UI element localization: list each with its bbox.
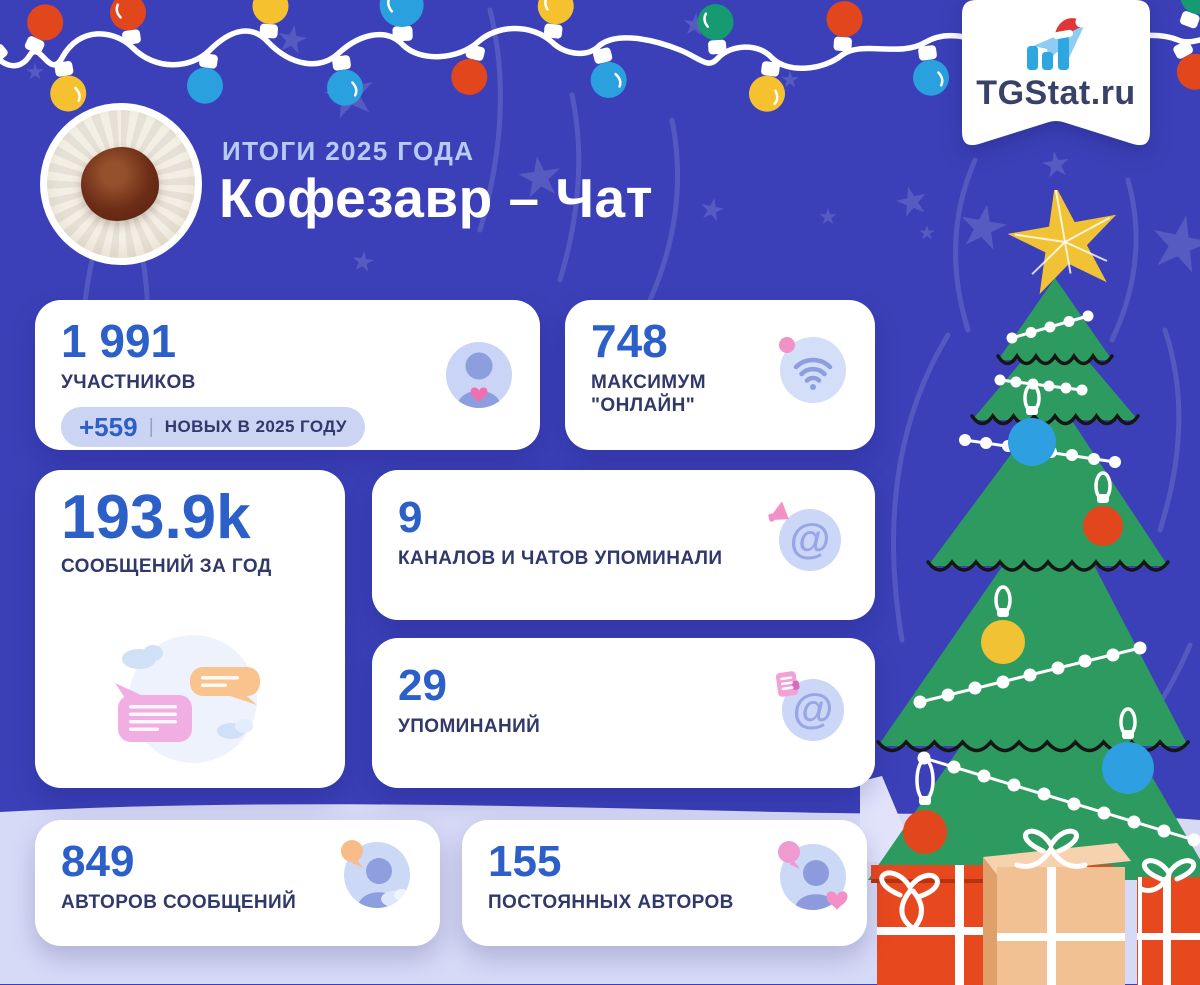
svg-text:@: @ xyxy=(793,685,834,732)
garland-bulb xyxy=(909,43,952,98)
new-members-label: НОВЫХ В 2025 ГОДУ xyxy=(165,417,347,437)
participants-label: УЧАСТНИКОВ xyxy=(61,371,440,394)
stat-card-regular-authors: 155 ПОСТОЯННЫХ АВТОРОВ xyxy=(462,820,867,946)
gift-boxes xyxy=(855,815,1200,985)
stat-card-max-online: 748 МАКСИМУМ "ОНЛАЙН" xyxy=(565,300,875,450)
gift-tan-front xyxy=(983,831,1131,985)
ornament-yellow xyxy=(981,620,1025,664)
ornament-blue xyxy=(1008,418,1056,466)
mentions-label: УПОМИНАНИЙ xyxy=(398,715,775,738)
person-heart-icon xyxy=(446,342,512,408)
authors-value: 849 xyxy=(61,840,340,885)
garland-bulb xyxy=(447,42,494,99)
tgstat-badge: TGStat.ru xyxy=(962,0,1150,162)
stat-card-authors: 849 АВТОРОВ СООБЩЕНИЙ xyxy=(35,820,440,946)
regular-authors-label: ПОСТОЯННЫХ АВТОРОВ xyxy=(488,891,767,914)
regular-authors-value: 155 xyxy=(488,840,767,885)
participants-value: 1 991 xyxy=(61,318,440,365)
stat-card-mentioning-channels: 9 КАНАЛОВ И ЧАТОВ УПОМИНАЛИ @ xyxy=(372,470,875,620)
chat-title: Кофезавр – Чат xyxy=(219,166,653,230)
coffee-photo xyxy=(47,110,195,258)
max-online-label: МАКСИМУМ "ОНЛАЙН" xyxy=(591,371,751,417)
gift-red-right xyxy=(1137,861,1200,985)
messages-value: 193.9k xyxy=(61,486,325,549)
new-members-pill: +559 | НОВЫХ В 2025 ГОДУ xyxy=(61,407,365,447)
person-chat-icon xyxy=(344,842,410,908)
pill-separator: | xyxy=(149,416,154,439)
garland-bulb xyxy=(824,0,863,52)
garland-bulb xyxy=(108,0,151,47)
mentioning-channels-label: КАНАЛОВ И ЧАТОВ УПОМИНАЛИ xyxy=(398,547,775,570)
stat-card-messages: 193.9k СООБЩЕНИЙ ЗА ГОД xyxy=(35,470,345,788)
report-kicker: ИТОГИ 2025 ГОДА xyxy=(222,136,474,167)
document-at-icon: @ xyxy=(780,677,846,743)
garland-bulb xyxy=(1164,35,1200,96)
tgstat-brand: TGStat.ru xyxy=(976,74,1135,113)
new-members-delta: +559 xyxy=(79,412,138,443)
max-online-value: 748 xyxy=(591,318,785,365)
authors-label: АВТОРОВ СООБЩЕНИЙ xyxy=(61,891,340,914)
wifi-icon xyxy=(780,337,846,403)
messages-label: СООБЩЕНИЙ ЗА ГОД xyxy=(61,555,325,578)
ornament-blue xyxy=(1102,742,1154,794)
coffee-grounds xyxy=(81,147,159,221)
christmas-tree xyxy=(860,190,1200,890)
document-icon xyxy=(775,670,800,697)
ornament-red xyxy=(1083,506,1123,546)
person-chat-heart-icon xyxy=(780,844,846,910)
mentions-value: 29 xyxy=(398,664,775,709)
stat-card-mentions: 29 УПОМИНАНИЙ @ xyxy=(372,638,875,788)
chat-bubbles-illustration xyxy=(35,607,345,782)
stat-card-participants: 1 991 УЧАСТНИКОВ +559 | НОВЫХ В 2025 ГОД… xyxy=(35,300,540,450)
notification-dot xyxy=(779,337,795,353)
svg-text:@: @ xyxy=(790,515,831,562)
tgstat-logo-icon xyxy=(1019,14,1093,70)
tree-topper-star xyxy=(1001,190,1128,298)
garland-bulb xyxy=(15,0,69,59)
garland-bulb xyxy=(45,59,89,114)
mentioning-channels-value: 9 xyxy=(398,496,775,541)
garland-bulb xyxy=(1170,0,1200,32)
megaphone-at-icon: @ xyxy=(777,507,843,573)
